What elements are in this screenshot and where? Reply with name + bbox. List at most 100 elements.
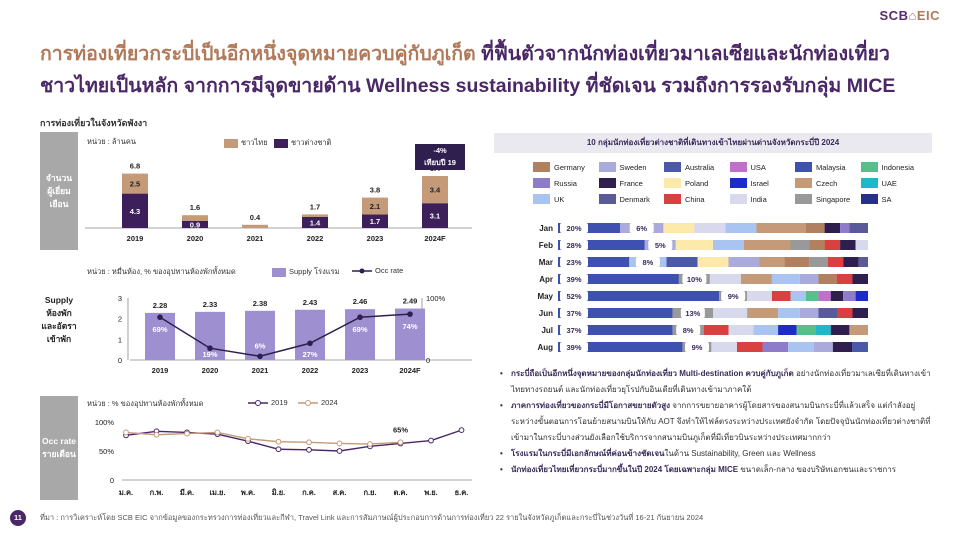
- series-point: [123, 429, 129, 436]
- country-legend-item: Indonesia: [860, 162, 914, 172]
- monthly-occ-chart: 0 50% 100% ม.ค. ก.พ. มี.ค. เม.ย. พ.ค. มิ.ย. ก.ค. ส…: [95, 418, 472, 497]
- x-tick-label: ม.ค.: [119, 488, 133, 497]
- legend-label: USA: [750, 162, 766, 172]
- legend-foreign: ชาวต่างชาติ: [274, 137, 331, 149]
- legend-swatch: [729, 162, 747, 172]
- segment-singapore: [790, 240, 810, 250]
- supply-bar: [395, 308, 425, 360]
- source-footer: ที่มา : การวิเคราะห์โดย SCB EIC จากข้อมู…: [40, 513, 704, 522]
- segment-label-foreign: 3.1: [430, 212, 440, 221]
- segment-israel: [855, 291, 868, 301]
- legend-label: Sweden: [619, 162, 647, 172]
- segment-uk: [778, 308, 800, 318]
- y-right-tick: 100%: [426, 294, 446, 303]
- callout-badge: -4% เทียบปี 19: [415, 144, 465, 170]
- legend-label: Occ rate: [375, 266, 404, 275]
- legend-swatch: [729, 194, 747, 204]
- segment-germany: [806, 223, 825, 233]
- x-tick-label: ก.พ.: [150, 488, 164, 497]
- segment-label-right: 8%: [683, 326, 694, 335]
- segment-france: [832, 342, 853, 352]
- occ-point: [257, 353, 263, 360]
- total-label: 1.6: [190, 203, 200, 212]
- country-legend-item: UAE: [860, 178, 897, 188]
- x-tick-label: ก.ย.: [363, 488, 376, 497]
- segment-germany: [818, 274, 837, 284]
- legend-swatch: [533, 162, 550, 172]
- segment-malaysia: [558, 223, 620, 233]
- legend-label: Russia: [554, 178, 577, 188]
- series-point: [306, 439, 312, 446]
- legend-thai: ชาวไทย: [224, 137, 268, 149]
- page-title: การท่องเที่ยวกระบี่เป็นอีกหนึ่งจุดหมายคว…: [40, 38, 920, 102]
- logo-eic-icon: ⌂: [908, 8, 917, 23]
- bar-thai: [182, 215, 208, 221]
- label-box: [682, 274, 707, 284]
- segment-china: [837, 274, 853, 284]
- series-point: [275, 438, 282, 445]
- total-label: 6.8: [130, 162, 140, 171]
- row-label: Apr: [539, 275, 553, 284]
- segment-label-thai: 3.4: [430, 186, 441, 195]
- x-tick-label: 2021: [252, 366, 269, 375]
- occ-line: [159, 313, 411, 358]
- row-label: Mar: [539, 258, 553, 267]
- x-tick-label: 2024F: [424, 234, 446, 243]
- segment-malaysia: [558, 308, 673, 318]
- segment-china: [703, 325, 729, 335]
- legend-label: Denmark: [619, 194, 650, 204]
- bullet-item: ภาคการท่องเที่ยวของกระบี่มีโอกาสขยายตัวส…: [497, 398, 937, 446]
- legend-2019: 2019: [248, 398, 288, 407]
- supply-unit: หน่วย : หมื่นห้อง, % ของอุปทานห้องพักทั้…: [87, 267, 236, 276]
- x-tick-label: พ.ค.: [241, 488, 255, 497]
- bullet-text: อย่างนักท่องเที่ยวมาเลเซียที่เดินทางเข้า…: [511, 369, 931, 394]
- legend-label: Malaysia: [816, 162, 846, 172]
- series-point: [245, 435, 251, 442]
- x-tick-label: 2022: [307, 234, 324, 243]
- occ-label: 19%: [202, 350, 217, 359]
- legend-2024: 2024: [298, 398, 338, 407]
- segment-india: [694, 223, 726, 233]
- segment-russia: [762, 342, 789, 352]
- x-tick-label: 2021: [247, 234, 264, 243]
- segment-denmark: [858, 257, 868, 267]
- segment-label-foreign: 0.9: [190, 220, 200, 229]
- y-tick: 50%: [99, 447, 114, 456]
- segment-malaysia: [558, 240, 645, 250]
- y-left-tick: 2: [118, 315, 122, 324]
- segment-label-foreign: 1.4: [310, 218, 321, 227]
- segment-singapore: [809, 257, 828, 267]
- legend-label: China: [685, 194, 705, 204]
- segment-poland: [663, 223, 695, 233]
- supply-bar: [195, 311, 225, 360]
- segment-label-left: 20%: [566, 224, 581, 233]
- segment-uk: [771, 274, 800, 284]
- bullet-bold: กระบี่ถือเป็นอีกหนึ่งจุดหมายของกลุ่มนักท…: [511, 369, 794, 378]
- x-tick-label: ต.ค.: [393, 488, 407, 497]
- bar-thai: [242, 224, 268, 228]
- x-tick-label: ก.ค.: [302, 488, 316, 497]
- occ-label: 6%: [255, 341, 266, 350]
- segment-label-foreign: 4.3: [130, 207, 140, 216]
- legend-line-icon: [248, 399, 268, 406]
- side-label-line: และอัตรา: [41, 321, 77, 331]
- occ-point: [407, 311, 413, 317]
- segment-denmark: [818, 308, 837, 318]
- bullet-bold: ภาคการท่องเที่ยวของกระบี่มีโอกาสขยายตัวส…: [511, 401, 671, 410]
- bullet-text: ขนาดเล็ก-กลาง ของบริษัทเอกชนและราชการ: [738, 465, 897, 474]
- supply-value-label: 2.33: [203, 300, 218, 309]
- segment-china: [827, 257, 844, 267]
- segment-label-right: 9%: [692, 343, 703, 352]
- supply-bar: [245, 310, 275, 360]
- segment-czech: [747, 308, 779, 318]
- segment-label-left: 23%: [566, 258, 581, 267]
- side-label-line: จำนวน: [45, 172, 73, 183]
- label-box: [560, 240, 588, 250]
- x-tick-label: มิ.ย.: [272, 488, 286, 497]
- bar-foreign: [362, 214, 388, 228]
- row-label: Jun: [539, 309, 553, 318]
- series-point: [214, 429, 221, 436]
- segment-czech: [744, 240, 791, 250]
- segment-label-right: 5%: [655, 241, 666, 250]
- legend-swatch: [860, 162, 878, 172]
